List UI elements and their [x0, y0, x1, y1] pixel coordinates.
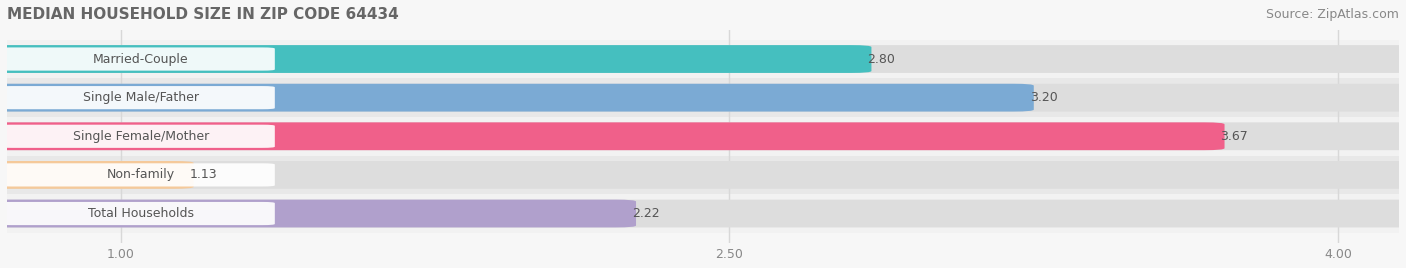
FancyBboxPatch shape	[0, 47, 274, 70]
Text: Non-family: Non-family	[107, 168, 174, 181]
Text: Single Female/Mother: Single Female/Mother	[73, 130, 209, 143]
FancyBboxPatch shape	[0, 45, 1406, 73]
Text: 3.20: 3.20	[1029, 91, 1057, 104]
FancyBboxPatch shape	[0, 200, 1406, 228]
FancyBboxPatch shape	[0, 161, 194, 189]
FancyBboxPatch shape	[0, 84, 1406, 111]
FancyBboxPatch shape	[0, 161, 1406, 189]
FancyBboxPatch shape	[0, 45, 872, 73]
Text: Single Male/Father: Single Male/Father	[83, 91, 198, 104]
FancyBboxPatch shape	[0, 122, 1406, 150]
Text: 3.67: 3.67	[1220, 130, 1249, 143]
Text: 2.22: 2.22	[631, 207, 659, 220]
FancyBboxPatch shape	[7, 78, 1399, 117]
Text: 2.80: 2.80	[868, 53, 896, 65]
FancyBboxPatch shape	[7, 156, 1399, 194]
FancyBboxPatch shape	[0, 122, 1225, 150]
Text: MEDIAN HOUSEHOLD SIZE IN ZIP CODE 64434: MEDIAN HOUSEHOLD SIZE IN ZIP CODE 64434	[7, 7, 399, 22]
FancyBboxPatch shape	[7, 40, 1399, 78]
FancyBboxPatch shape	[7, 194, 1399, 233]
Text: 1.13: 1.13	[190, 168, 217, 181]
FancyBboxPatch shape	[7, 117, 1399, 156]
FancyBboxPatch shape	[0, 86, 274, 109]
FancyBboxPatch shape	[0, 163, 274, 187]
Text: Source: ZipAtlas.com: Source: ZipAtlas.com	[1265, 8, 1399, 21]
Text: Total Households: Total Households	[89, 207, 194, 220]
FancyBboxPatch shape	[0, 200, 636, 228]
Text: Married-Couple: Married-Couple	[93, 53, 188, 65]
FancyBboxPatch shape	[0, 84, 1033, 111]
FancyBboxPatch shape	[0, 125, 274, 148]
FancyBboxPatch shape	[0, 202, 274, 225]
